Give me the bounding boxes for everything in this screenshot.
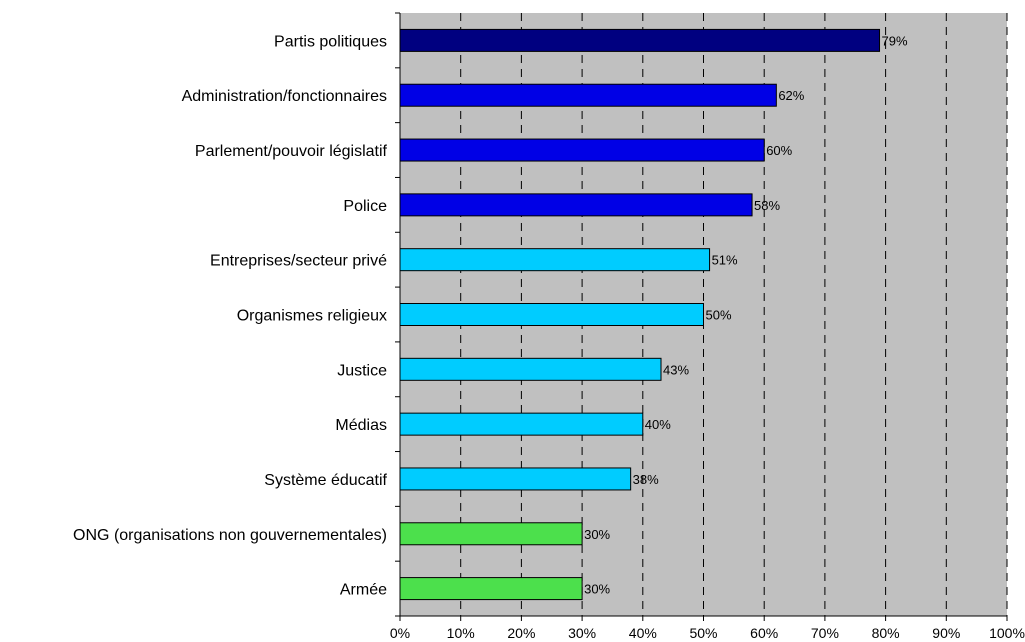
x-tick-label: 30% — [568, 625, 596, 641]
value-label: 43% — [663, 362, 689, 377]
x-tick-label: 0% — [390, 625, 410, 641]
value-label: 62% — [778, 88, 804, 103]
category-label: Administration/fonctionnaires — [182, 88, 387, 105]
bar — [399, 193, 753, 217]
bar — [399, 522, 583, 546]
bar — [399, 357, 662, 381]
category-label: Organismes religieux — [237, 308, 387, 325]
x-tick-label: 60% — [750, 625, 778, 641]
category-label: Entreprises/secteur privé — [210, 253, 387, 270]
bar — [399, 138, 765, 162]
category-label: Partis politiques — [274, 33, 387, 50]
category-label: Système éducatif — [264, 472, 387, 489]
bar — [399, 248, 711, 272]
value-label: 40% — [645, 417, 671, 432]
value-label: 30% — [584, 582, 610, 597]
bar — [399, 412, 644, 436]
category-label: Parlement/pouvoir législatif — [195, 143, 388, 160]
value-label: 30% — [584, 527, 610, 542]
bar — [399, 83, 777, 107]
x-tick-label: 80% — [872, 625, 900, 641]
value-label: 50% — [706, 308, 732, 323]
category-label: Justice — [337, 362, 387, 379]
bar — [399, 467, 632, 491]
value-label: 38% — [633, 472, 659, 487]
x-tick-label: 90% — [932, 625, 960, 641]
axes — [395, 12, 1008, 621]
bar — [399, 577, 583, 601]
bar — [399, 303, 704, 326]
category-label: Médias — [335, 417, 387, 434]
bar — [399, 28, 881, 52]
value-label: 60% — [766, 143, 792, 158]
bars — [399, 28, 881, 601]
x-tick-label: 50% — [689, 625, 717, 641]
x-tick-label: 10% — [447, 625, 475, 641]
x-tick-label: 40% — [629, 625, 657, 641]
category-label: Police — [343, 198, 387, 215]
value-label: 58% — [754, 198, 780, 213]
x-tick-label: 70% — [811, 625, 839, 641]
category-label: Armée — [340, 582, 387, 599]
labels: Partis politiques 79% Administration/fonct… — [73, 33, 1025, 641]
x-tick-label: 100% — [989, 625, 1025, 641]
value-label: 79% — [882, 33, 908, 48]
category-label: ONG (organisations non gouvernementales) — [73, 527, 387, 544]
x-tick-label: 20% — [507, 625, 535, 641]
value-label: 51% — [712, 253, 738, 268]
